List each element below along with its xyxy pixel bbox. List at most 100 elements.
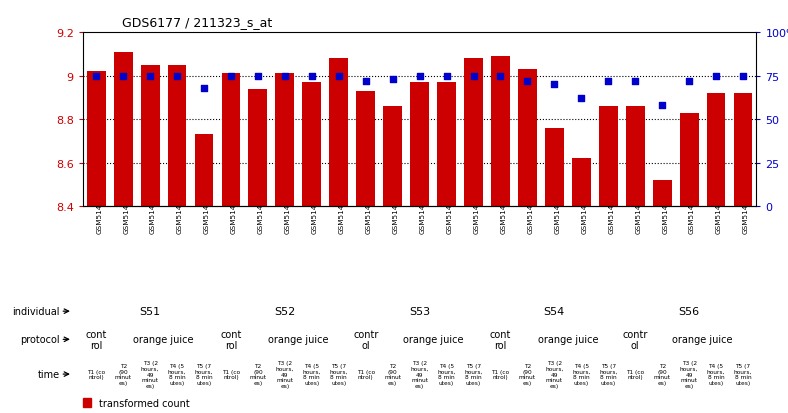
Text: T4 (5
hours,
8 min
utes): T4 (5 hours, 8 min utes) <box>572 363 590 385</box>
Text: T2
(90
minut
es): T2 (90 minut es) <box>250 363 266 385</box>
Bar <box>83 398 91 407</box>
Point <box>143 73 156 80</box>
Bar <box>168 66 187 206</box>
Bar <box>276 74 294 206</box>
Bar <box>518 70 537 206</box>
Bar <box>545 128 563 206</box>
Text: T1 (co
ntrol): T1 (co ntrol) <box>357 369 375 380</box>
Bar <box>303 83 322 206</box>
Point <box>171 73 184 80</box>
Point <box>359 78 372 85</box>
Text: cont
rol: cont rol <box>490 329 511 350</box>
Bar <box>464 59 483 206</box>
Text: cont
rol: cont rol <box>221 329 242 350</box>
Text: GSM514783: GSM514783 <box>554 189 560 233</box>
Text: GSM514781: GSM514781 <box>500 189 507 233</box>
Text: T4 (5
hours,
8 min
utes): T4 (5 hours, 8 min utes) <box>303 363 321 385</box>
Text: individual: individual <box>12 306 60 316</box>
Text: GSM514771: GSM514771 <box>231 189 237 233</box>
Text: GSM514767: GSM514767 <box>123 189 129 233</box>
Point <box>333 73 345 80</box>
Text: T5 (7
hours,
8 min
utes): T5 (7 hours, 8 min utes) <box>599 363 618 385</box>
Bar <box>626 107 645 206</box>
Text: time: time <box>38 369 60 379</box>
Point <box>521 78 533 85</box>
Point <box>602 78 615 85</box>
Text: orange juice: orange juice <box>672 335 733 344</box>
Text: GSM514788: GSM514788 <box>689 189 695 233</box>
Text: T5 (7
hours,
8 min
utes): T5 (7 hours, 8 min utes) <box>464 363 483 385</box>
Bar <box>141 66 159 206</box>
Point <box>306 73 318 80</box>
Bar <box>195 135 214 206</box>
Text: GSM514782: GSM514782 <box>527 189 533 233</box>
Text: T1 (co
ntrol): T1 (co ntrol) <box>626 369 645 380</box>
Bar <box>572 159 591 206</box>
Bar <box>491 57 510 206</box>
Text: T4 (5
hours,
8 min
utes): T4 (5 hours, 8 min utes) <box>707 363 725 385</box>
Bar <box>221 74 240 206</box>
Bar <box>356 92 375 206</box>
Point <box>494 73 507 80</box>
Text: contr
ol: contr ol <box>353 329 378 350</box>
Text: GSM514785: GSM514785 <box>608 189 615 233</box>
Text: T3 (2
hours,
49
minut
es): T3 (2 hours, 49 minut es) <box>141 360 159 388</box>
Text: T4 (5
hours,
8 min
utes): T4 (5 hours, 8 min utes) <box>168 363 186 385</box>
Text: T1 (co
ntrol): T1 (co ntrol) <box>87 369 106 380</box>
Point <box>737 73 749 80</box>
Point <box>278 73 291 80</box>
Text: T4 (5
hours,
8 min
utes): T4 (5 hours, 8 min utes) <box>437 363 455 385</box>
Bar <box>437 83 456 206</box>
Text: GSM514775: GSM514775 <box>339 189 345 233</box>
Text: transformed count: transformed count <box>98 398 190 408</box>
Text: T2
(90
minut
es): T2 (90 minut es) <box>115 363 132 385</box>
Text: orange juice: orange juice <box>403 335 463 344</box>
Text: T1 (co
ntrol): T1 (co ntrol) <box>222 369 240 380</box>
Text: GSM514769: GSM514769 <box>177 189 183 233</box>
Text: T3 (2
hours,
49
minut
es): T3 (2 hours, 49 minut es) <box>680 360 698 388</box>
Text: contr
ol: contr ol <box>623 329 648 350</box>
Bar <box>599 107 618 206</box>
Point <box>548 82 560 88</box>
Point <box>251 73 264 80</box>
Text: GSM514779: GSM514779 <box>447 189 452 233</box>
Text: T2
(90
minut
es): T2 (90 minut es) <box>519 363 536 385</box>
Text: GSM514773: GSM514773 <box>284 189 291 233</box>
Point <box>656 102 668 109</box>
Text: orange juice: orange juice <box>268 335 329 344</box>
Text: GSM514790: GSM514790 <box>743 189 749 233</box>
Point <box>386 76 399 83</box>
Point <box>467 73 480 80</box>
Point <box>90 73 102 80</box>
Point <box>682 78 695 85</box>
Text: T3 (2
hours,
49
minut
es): T3 (2 hours, 49 minut es) <box>411 360 429 388</box>
Bar <box>113 52 132 206</box>
Bar <box>383 107 402 206</box>
Bar <box>329 59 348 206</box>
Point <box>198 85 210 92</box>
Text: T3 (2
hours,
49
minut
es): T3 (2 hours, 49 minut es) <box>276 360 294 388</box>
Text: cont
rol: cont rol <box>86 329 107 350</box>
Text: T5 (7
hours,
8 min
utes): T5 (7 hours, 8 min utes) <box>329 363 348 385</box>
Bar <box>734 94 753 206</box>
Bar <box>652 180 671 206</box>
Text: GSM514777: GSM514777 <box>392 189 399 233</box>
Text: GSM514768: GSM514768 <box>150 189 156 233</box>
Text: T2
(90
minut
es): T2 (90 minut es) <box>654 363 671 385</box>
Text: S53: S53 <box>409 306 430 316</box>
Text: GSM514789: GSM514789 <box>716 189 722 233</box>
Text: GSM514778: GSM514778 <box>419 189 426 233</box>
Text: S52: S52 <box>274 306 296 316</box>
Text: orange juice: orange juice <box>537 335 598 344</box>
Bar <box>248 89 267 206</box>
Text: T2
(90
minut
es): T2 (90 minut es) <box>385 363 401 385</box>
Point <box>117 73 129 80</box>
Point <box>225 73 237 80</box>
Point <box>629 78 641 85</box>
Text: GSM514770: GSM514770 <box>204 189 210 233</box>
Text: GSM514780: GSM514780 <box>474 189 480 233</box>
Text: orange juice: orange juice <box>133 335 194 344</box>
Text: S54: S54 <box>544 306 565 316</box>
Text: GSM514772: GSM514772 <box>258 189 264 233</box>
Text: GDS6177 / 211323_s_at: GDS6177 / 211323_s_at <box>122 16 273 29</box>
